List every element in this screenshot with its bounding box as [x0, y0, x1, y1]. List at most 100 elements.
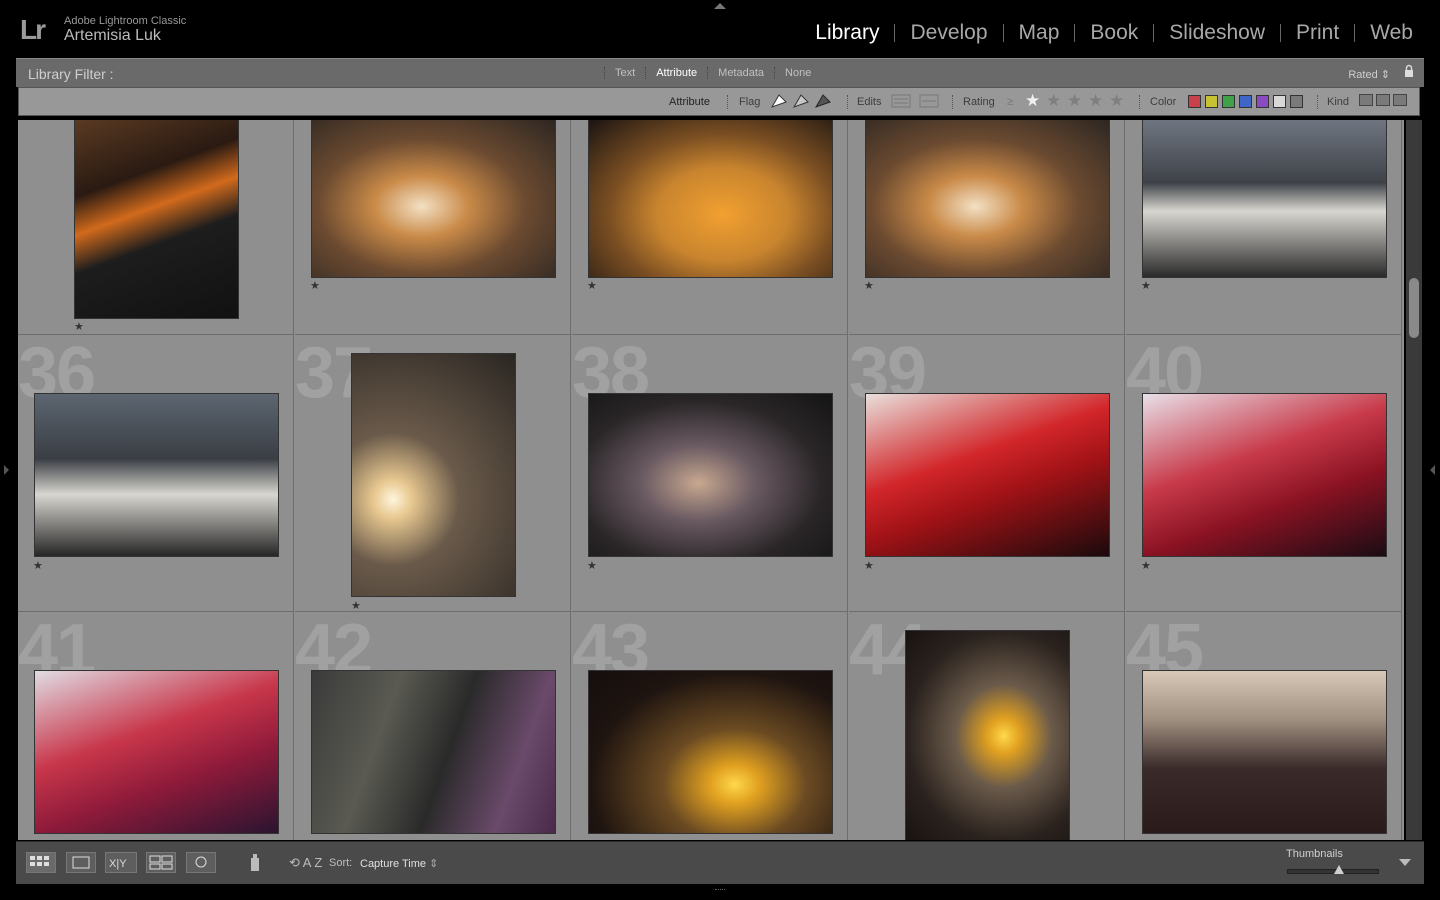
kind-virtual-copies-icon[interactable]: [1376, 94, 1390, 106]
photo-thumbnail[interactable]: [866, 394, 1109, 556]
grid-cell[interactable]: 37 ★: [295, 333, 571, 612]
color-swatch-purple[interactable]: [1256, 95, 1269, 108]
photo-thumbnail[interactable]: [1143, 394, 1386, 556]
module-library[interactable]: Library: [815, 21, 880, 44]
kind-videos-icon[interactable]: [1393, 94, 1407, 106]
rejected-filter-icon[interactable]: [814, 93, 832, 109]
grid-cell[interactable]: ★: [18, 120, 294, 335]
edited-filter-icon[interactable]: [891, 93, 911, 109]
scrollbar-thumb[interactable]: [1409, 278, 1419, 338]
loupe-view-icon[interactable]: [66, 852, 96, 873]
unedited-filter-icon[interactable]: [919, 93, 939, 109]
grid-cell[interactable]: 43: [572, 610, 848, 840]
thumbnails-size-label: Thumbnails: [1286, 848, 1343, 860]
rating-star-3-icon[interactable]: ★: [1067, 91, 1083, 110]
color-swatch-red[interactable]: [1188, 95, 1201, 108]
color-swatch-none[interactable]: [1290, 95, 1303, 108]
photo-thumbnail[interactable]: [75, 120, 238, 318]
filter-tab-metadata[interactable]: Metadata: [707, 67, 774, 79]
kind-master-photos-icon[interactable]: [1359, 94, 1373, 106]
photo-thumbnail[interactable]: [589, 671, 832, 833]
rating-operator[interactable]: ≥: [1007, 96, 1014, 108]
grid-cell[interactable]: 39 ★: [849, 333, 1125, 612]
painter-spray-can-icon[interactable]: [248, 851, 262, 873]
svg-text:X|Y: X|Y: [109, 858, 127, 870]
module-web[interactable]: Web: [1354, 22, 1428, 43]
grid-cell[interactable]: 41: [18, 610, 294, 840]
identity-plate: Lr Adobe Lightroom Classic Artemisia Luk…: [0, 0, 1440, 57]
grid-cell[interactable]: 44: [849, 610, 1125, 840]
rating-star-2-icon[interactable]: ★: [1046, 91, 1062, 110]
divider: [1139, 95, 1141, 109]
filter-tab-attribute[interactable]: Attribute: [645, 67, 707, 79]
toolbar-options-chevron-icon[interactable]: [1399, 859, 1411, 866]
color-swatch-custom[interactable]: [1273, 95, 1286, 108]
updown-arrow-icon: ⇕: [429, 858, 439, 870]
photo-thumbnail[interactable]: [589, 120, 832, 277]
color-swatch-green[interactable]: [1222, 95, 1235, 108]
photo-thumbnail[interactable]: [589, 394, 832, 556]
rating-star-icon: ★: [587, 560, 597, 572]
library-filter-bar: Library Filter : Text Attribute Metadata…: [16, 58, 1424, 87]
photo-thumbnail[interactable]: [35, 671, 278, 833]
module-develop[interactable]: Develop: [894, 22, 1002, 43]
grid-cell[interactable]: ★: [849, 120, 1125, 335]
collapse-top-panel-icon[interactable]: [714, 3, 726, 9]
photo-thumbnail[interactable]: [1143, 671, 1386, 833]
photo-thumbnail[interactable]: [1143, 120, 1386, 277]
photo-thumbnail[interactable]: [906, 631, 1069, 840]
module-map[interactable]: Map: [1002, 22, 1075, 43]
grid-cell[interactable]: ★: [572, 120, 848, 335]
module-book[interactable]: Book: [1074, 22, 1153, 43]
grid-view-icon[interactable]: [26, 852, 56, 873]
svg-text:⟲ A Z: ⟲ A Z: [289, 855, 322, 870]
rating-star-icon: ★: [864, 560, 874, 572]
people-view-icon[interactable]: [186, 852, 216, 873]
grid-cell[interactable]: 40 ★: [1126, 333, 1402, 612]
rating-star-icon: ★: [864, 280, 874, 292]
grid-scrollbar[interactable]: [1406, 120, 1422, 840]
filter-tab-none[interactable]: None: [774, 67, 821, 79]
expand-left-panel-icon[interactable]: [4, 465, 9, 475]
slider-knob[interactable]: [1334, 865, 1344, 874]
rating-star-5-icon[interactable]: ★: [1109, 91, 1125, 110]
sort-order-dropdown[interactable]: Capture Time ⇕: [360, 857, 438, 870]
grid-cell[interactable]: 36 ★: [18, 333, 294, 612]
unflagged-filter-icon[interactable]: [792, 93, 810, 109]
sort-direction-icon[interactable]: ⟲ A Z: [288, 852, 322, 874]
kind-label: Kind: [1327, 96, 1350, 108]
lock-icon[interactable]: [1404, 64, 1414, 78]
filter-tabs: Text Attribute Metadata None: [604, 67, 821, 79]
divider: [952, 95, 954, 109]
photo-thumbnail[interactable]: [35, 394, 278, 556]
photo-thumbnail[interactable]: [352, 354, 515, 596]
grid-cell[interactable]: 45: [1126, 610, 1402, 840]
grid-cell[interactable]: 42: [295, 610, 571, 840]
module-slideshow[interactable]: Slideshow: [1153, 22, 1280, 43]
sort-order-value: Capture Time: [360, 858, 427, 870]
grid-cell[interactable]: ★: [295, 120, 571, 335]
lightroom-logo: Lr: [20, 14, 46, 45]
filter-tab-text[interactable]: Text: [604, 67, 645, 79]
rating-star-4-icon[interactable]: ★: [1088, 91, 1104, 110]
flagged-filter-icon[interactable]: [770, 93, 788, 109]
grid-cell[interactable]: ★: [1126, 120, 1402, 335]
filter-preset-dropdown[interactable]: Rated ⇕: [1348, 68, 1390, 81]
expand-right-panel-icon[interactable]: [1430, 465, 1435, 475]
photo-thumbnail[interactable]: [866, 120, 1109, 277]
thumbnail-size-slider[interactable]: [1287, 869, 1379, 874]
module-print[interactable]: Print: [1280, 22, 1354, 43]
color-swatch-blue[interactable]: [1239, 95, 1252, 108]
photo-thumbnail[interactable]: [312, 671, 555, 833]
grid-cell[interactable]: 38 ★: [572, 333, 848, 612]
rating-star-icon: ★: [310, 280, 320, 292]
rating-star-icon: ★: [74, 321, 84, 333]
divider: [727, 95, 729, 109]
rating-star-1-icon[interactable]: ★: [1025, 91, 1041, 110]
photo-thumbnail[interactable]: [312, 120, 555, 277]
product-name: Adobe Lightroom Classic: [64, 15, 187, 27]
collapse-bottom-panel-icon[interactable]: [715, 889, 725, 894]
survey-view-icon[interactable]: [146, 852, 176, 873]
compare-view-icon[interactable]: X|Y: [105, 852, 137, 873]
color-swatch-yellow[interactable]: [1205, 95, 1218, 108]
